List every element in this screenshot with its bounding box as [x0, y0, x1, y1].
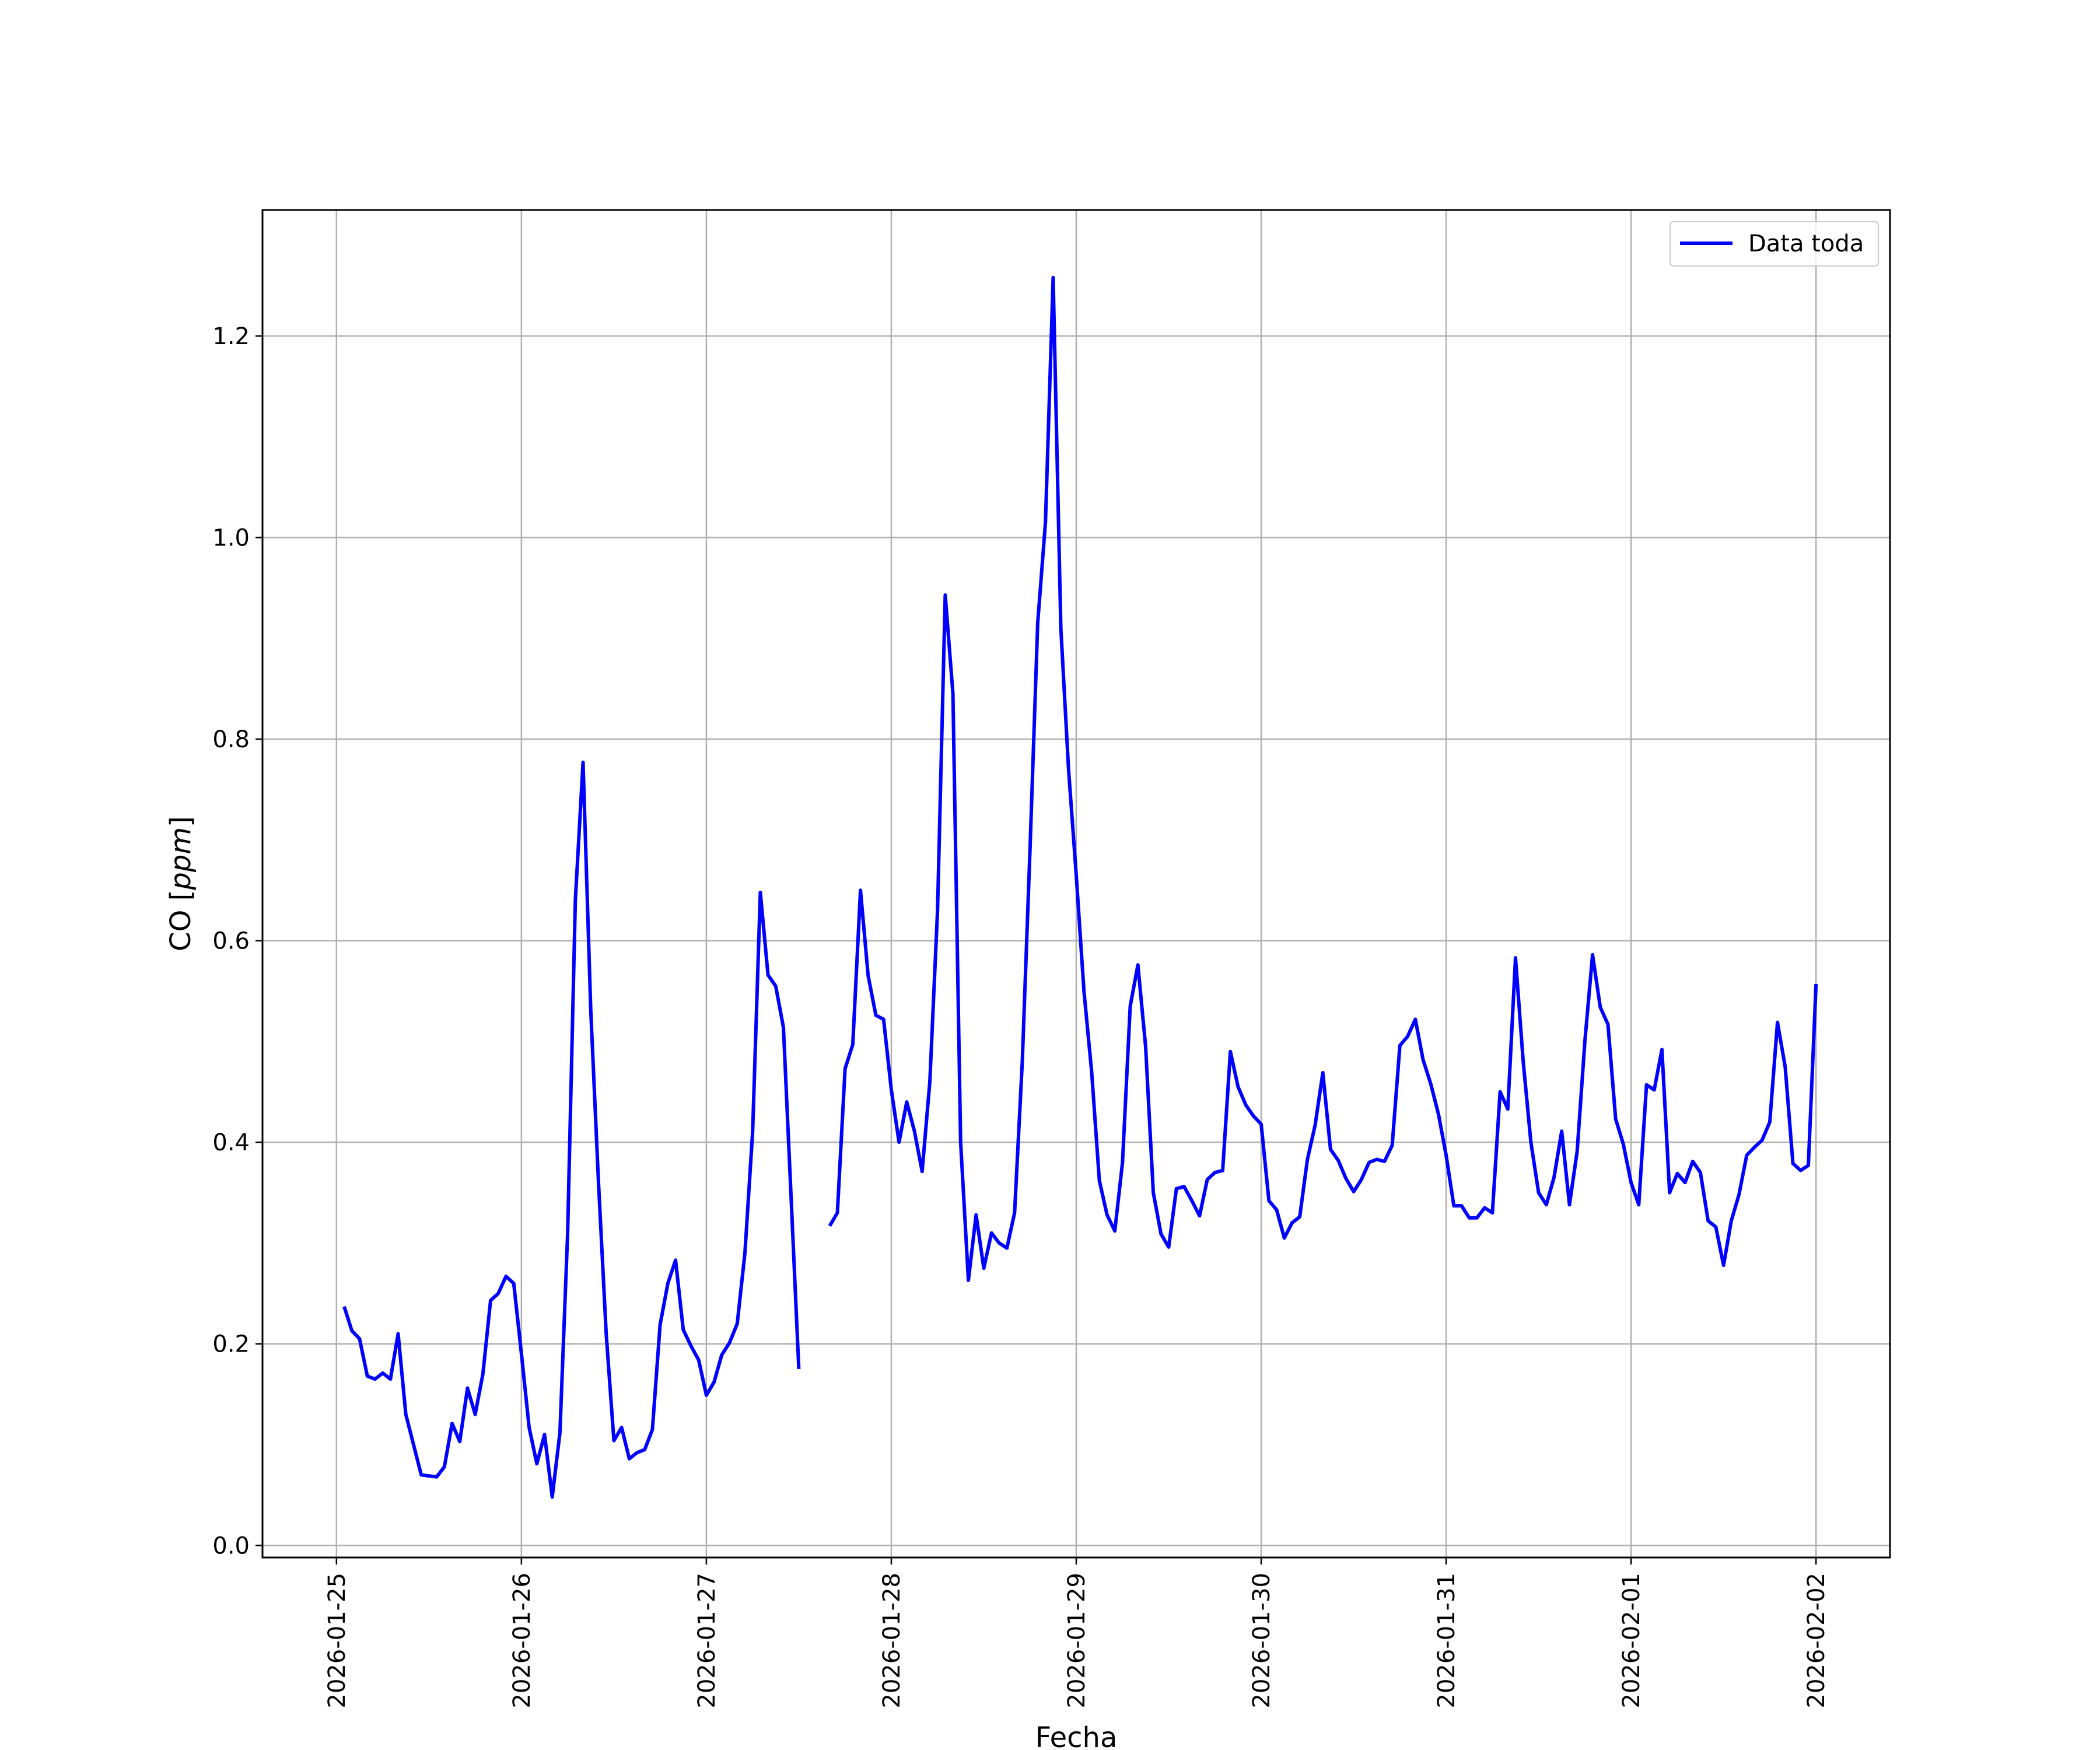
- x-tick-label: 2026-01-25: [324, 1573, 351, 1708]
- y-axis-label-unit: ppm: [164, 827, 197, 891]
- x-tick-label: 2026-01-31: [1433, 1573, 1460, 1708]
- y-tick-label: 0.8: [212, 726, 250, 753]
- y-tick-label: 1.0: [212, 525, 250, 552]
- grid-lines: [262, 210, 1890, 1558]
- data-series: [342, 275, 1818, 1499]
- y-tick-label: 0.6: [212, 928, 250, 955]
- y-tick-label: 0.0: [212, 1532, 250, 1559]
- x-axis-label: Fecha: [1035, 1721, 1118, 1750]
- x-tick-label: 2026-01-28: [878, 1573, 905, 1708]
- y-axis-label-main: CO [: [164, 890, 197, 951]
- x-tick-label: 2026-01-26: [509, 1573, 536, 1708]
- x-tick-label: 2026-01-30: [1248, 1573, 1275, 1708]
- y-axis-label-close: ]: [164, 816, 197, 827]
- y-tick-label: 1.2: [212, 323, 250, 350]
- legend-label: Data toda: [1748, 230, 1864, 257]
- series-line-segment: [342, 760, 801, 1499]
- x-tick-label: 2026-02-02: [1803, 1573, 1830, 1708]
- x-tick-label: 2026-01-27: [694, 1573, 720, 1708]
- x-axis: 2026-01-25 2026-01-26 2026-01-27 2026-01-28…: [324, 1558, 1830, 1708]
- y-axis-label: CO [ppm]: [164, 816, 197, 951]
- x-tick-label: 2026-02-01: [1618, 1573, 1645, 1708]
- y-axis: 0.0 0.2 0.4 0.6 0.8 1.0 1.2: [212, 323, 262, 1559]
- y-tick-label: 0.2: [212, 1331, 250, 1358]
- legend-box: [1670, 221, 1879, 267]
- x-tick-label: 2026-01-29: [1063, 1573, 1090, 1708]
- legend: Data toda: [1670, 221, 1879, 267]
- y-tick-label: 0.4: [212, 1129, 250, 1156]
- series-line-segment: [828, 275, 1818, 1282]
